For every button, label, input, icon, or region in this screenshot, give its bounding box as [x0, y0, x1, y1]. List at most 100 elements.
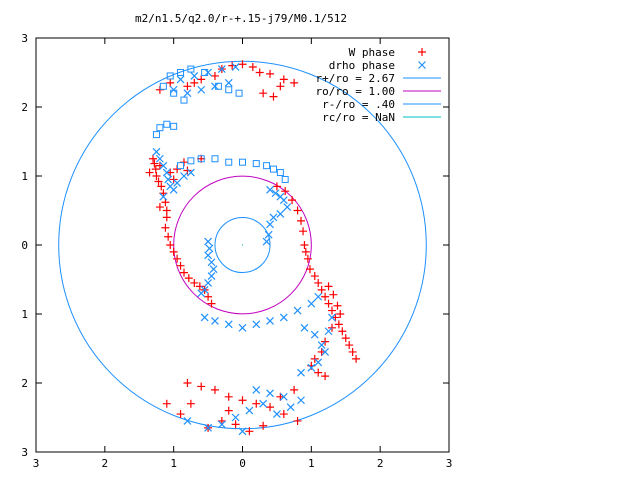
drho-phase-point: [321, 348, 330, 356]
drho-phase-point: [197, 289, 206, 298]
w-phase-point: [293, 206, 302, 215]
legend-label: rc/ro = NaN: [322, 111, 395, 124]
w-phase-point: [345, 341, 354, 350]
drho-phase-point: [205, 244, 214, 253]
w-phase-point: [305, 265, 314, 274]
y-tick-label: 1: [21, 308, 28, 321]
w-phase-point: [186, 399, 195, 408]
drho-phase-square-series: [152, 65, 289, 183]
drho-phase-point: [207, 272, 216, 280]
drho-phase-point: [231, 413, 240, 422]
w-phase-point: [266, 403, 275, 412]
w-phase-point: [151, 165, 160, 174]
w-phase-point: [348, 347, 357, 356]
drho-phase-point: [159, 161, 168, 170]
w-phase-point: [145, 168, 154, 177]
drho-phase-point: [314, 358, 323, 367]
drho-phase-point: [186, 168, 195, 177]
drho-phase-point: [159, 192, 168, 201]
drho-phase-square-point: [187, 65, 195, 73]
w-phase-point: [210, 385, 219, 394]
drho-phase-square-point: [163, 120, 171, 128]
center-dot: [241, 244, 244, 246]
w-phase-point: [259, 421, 268, 430]
drho-phase-square-point: [214, 82, 222, 90]
drho-phase-point: [252, 320, 261, 329]
w-phase-point: [288, 196, 297, 205]
drho-phase-square-point: [159, 82, 167, 90]
y-tick-label: 3: [21, 446, 28, 459]
drho-phase-square-point: [177, 69, 185, 76]
x-tick-label: 2: [377, 457, 384, 470]
drho-phase-point: [266, 389, 274, 398]
drho-phase-square-point: [152, 131, 160, 139]
drho-phase-square-point: [177, 162, 185, 170]
x-tick-label: 3: [446, 457, 453, 470]
drho-phase-point: [307, 363, 316, 372]
x-tick-label: 2: [102, 457, 109, 470]
drho-phase-point: [190, 72, 199, 80]
drho-phase-point: [300, 323, 309, 332]
w-phase-point: [245, 427, 254, 436]
legend-label: r-/ro = .40: [322, 98, 395, 111]
w-phase-point: [317, 285, 326, 294]
w-phase-point: [157, 182, 166, 191]
drho-phase-square-point: [239, 158, 246, 166]
drho-phase-square-point: [252, 160, 260, 168]
w-phase-point: [334, 320, 343, 329]
w-phase-point: [303, 254, 312, 263]
w-phase-point: [154, 177, 163, 186]
w-phase-point: [155, 203, 164, 212]
w-phase-point: [207, 299, 216, 308]
w-phase-point: [324, 299, 333, 308]
y-tick-label: 3: [21, 32, 28, 45]
drho-phase-point: [271, 189, 280, 198]
drho-phase-point: [200, 313, 209, 322]
drho-phase-point: [317, 341, 326, 349]
y-tick-label: 1: [21, 170, 28, 183]
w-phase-point: [314, 278, 323, 287]
drho-phase-square-point: [281, 175, 289, 183]
drho-phase-square-point: [269, 165, 277, 173]
w-phase-point: [300, 241, 309, 249]
chart-title: m2/n1.5/q2.0/r-+.15-j79/M0.1/512: [135, 12, 347, 25]
drho-phase-square-point: [225, 158, 233, 166]
w-phase-point: [252, 399, 261, 408]
drho-phase-point: [183, 89, 192, 98]
drho-phase-square-point: [156, 124, 164, 132]
x-tick-label: 0: [239, 457, 246, 470]
drho-phase-point: [314, 292, 323, 301]
drho-phase-square-point: [170, 89, 178, 97]
w-phase-point: [161, 223, 170, 232]
drho-phase-point: [152, 147, 161, 156]
w-phase-point: [183, 82, 192, 91]
legend-marker: [418, 61, 426, 69]
drho-phase-point: [183, 417, 192, 425]
w-phase-point: [333, 301, 342, 310]
drho-phase-point: [279, 313, 288, 322]
w-phase-point: [310, 272, 319, 281]
w-phase-point: [259, 89, 268, 98]
drho-phase-point: [266, 220, 274, 229]
drho-phase-point: [176, 75, 185, 84]
w-phase-point: [197, 382, 206, 391]
w-phase-point: [162, 213, 171, 222]
w-phase-point: [281, 187, 290, 196]
drho-phase-point: [164, 175, 173, 184]
drho-phase-point: [169, 185, 178, 194]
drho-phase-point: [279, 196, 288, 205]
drho-phase-point: [217, 420, 226, 429]
drho-phase-point: [262, 237, 271, 246]
w-phase-point: [164, 232, 173, 241]
w-phase-point: [162, 206, 171, 215]
x-tick-label: 1: [308, 457, 315, 470]
w-phase-point: [224, 392, 233, 401]
legend-marker: [418, 48, 426, 56]
drho-phase-point: [204, 237, 213, 246]
drho-phase-square-point: [235, 89, 243, 97]
w-phase-point: [166, 78, 175, 87]
drho-phase-square-point: [180, 96, 188, 104]
w-phase-point: [204, 292, 213, 301]
